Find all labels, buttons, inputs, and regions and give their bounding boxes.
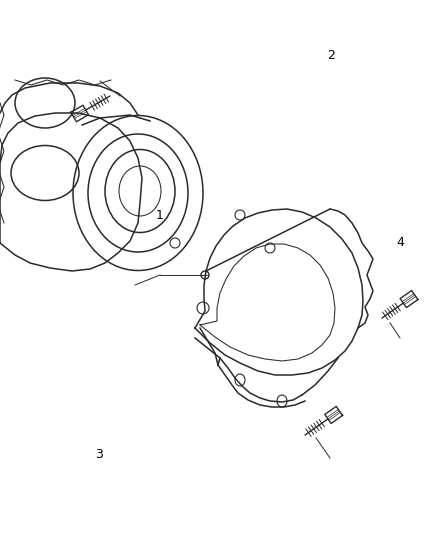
Text: 1: 1 <box>156 209 164 222</box>
Text: 4: 4 <box>397 236 405 249</box>
Text: 3: 3 <box>95 448 102 461</box>
Text: 2: 2 <box>327 50 335 62</box>
